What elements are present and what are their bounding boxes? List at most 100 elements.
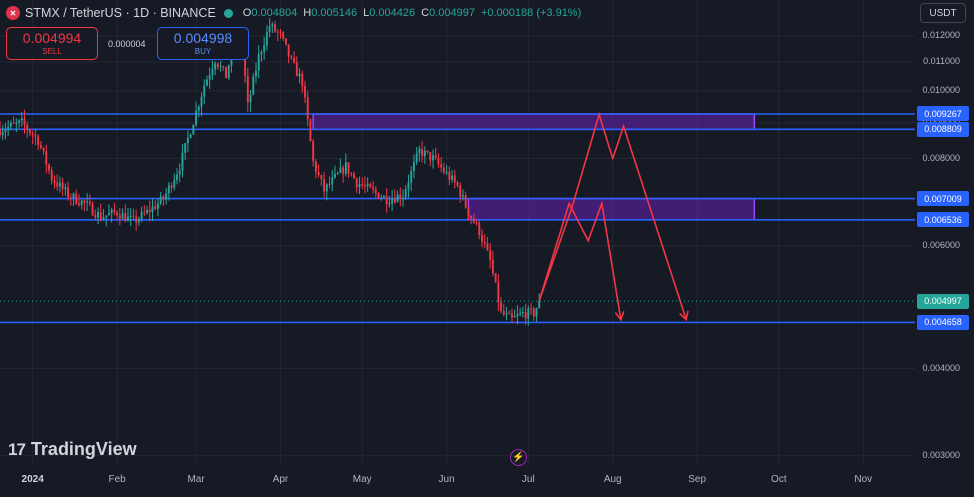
tradingview-logo[interactable]: 17 TradingView [8,439,137,460]
candle-body [143,211,146,213]
candle-body [222,66,225,68]
x-tick-label: May [352,474,372,485]
candle-body [178,170,181,175]
candle-body [407,182,410,190]
sell-button[interactable]: 0.004994 SELL [6,27,98,60]
candle-body [154,206,157,209]
candle-body [105,215,108,218]
candle-body [252,76,255,95]
candle-body [350,173,353,175]
candle-body [165,193,168,200]
candle-body [137,218,140,223]
candle-body [519,313,522,315]
candle-body [268,26,271,33]
zone-rectangle[interactable] [467,197,756,221]
candle-body [159,196,162,204]
candle-body [146,209,149,213]
candle-body [383,196,385,198]
level-price-tag: 0.009267 [917,106,969,122]
symbol-title[interactable]: STMX / TetherUS · 1D · BINANCE [25,6,216,20]
y-tick-label: 0.006000 [922,239,960,250]
candle-body [418,148,421,154]
candle-body [470,215,473,219]
candle-body [282,32,285,39]
x-tick-label: Mar [187,474,205,485]
candle-body [249,94,252,103]
candle-body [489,249,492,260]
projection-arrowhead [679,310,689,322]
candle-body [521,311,524,314]
candle-body [538,301,541,308]
candle-body [37,136,40,145]
lightning-icon[interactable]: ⚡ [510,449,527,466]
candle-body [97,212,99,218]
candle-body [48,164,50,171]
x-tick-label: 2024 [21,474,44,485]
candle-body [127,216,129,222]
candle-body [304,85,306,98]
x-tick-label: Apr [272,474,289,485]
candle-body [429,152,432,161]
y-tick-label: 0.010000 [922,84,960,95]
candle-body [502,310,505,315]
candle-body [500,302,503,311]
candle-body [410,170,413,183]
candle-body [88,201,91,204]
candle-body [26,124,29,130]
candle-body [461,195,464,197]
last-price-tag: 0.004997 [917,293,969,309]
candle-body [263,45,266,53]
candle-body [478,222,481,235]
level-price-tag: 0.007009 [917,191,969,207]
candle-body [448,171,451,180]
currency-button[interactable]: USDT [920,3,966,23]
candle-body [290,56,293,58]
candle-body [505,313,508,315]
y-tick-label: 0.011000 [923,56,960,67]
projection-arrowhead [614,310,625,322]
projection-path[interactable] [538,111,688,320]
y-tick-label: 0.003000 [922,449,960,460]
candle-body [58,182,61,187]
candle-body [203,85,206,97]
candle-body [391,198,394,204]
buy-button[interactable]: 0.004998 BUY [157,27,249,60]
projection-path[interactable] [538,200,622,320]
candle-body [208,74,211,80]
candle-body [442,167,445,173]
candle-body [181,152,184,171]
candle-body [257,54,260,71]
candle-body [284,38,287,45]
candle-body [459,185,462,197]
candle-body [211,69,214,75]
candle-body [129,215,132,217]
candle-body [527,308,530,319]
candle-body [432,155,434,161]
candle-body [511,313,513,318]
candle-body [475,222,478,224]
candle-body [334,173,336,178]
candle-body [118,215,121,219]
candle-body [494,273,497,283]
candle-body [265,32,268,46]
candle-body [102,217,105,220]
candle-body [312,141,315,162]
ohlc-open: O0.004804 [242,7,298,19]
ohlc-change: +0.000188 (+3.91%) [480,7,582,19]
candle-body [184,143,187,153]
candle-body [516,314,519,317]
candle-body [423,150,426,157]
tradingview-logo-icon: 17 [8,439,26,459]
candle-body [372,187,375,190]
level-price-tag: 0.004658 [917,314,969,330]
candle-body [7,126,10,130]
y-tick-label: 0.008000 [922,152,960,163]
candle-body [412,162,415,171]
candle-body [276,31,279,33]
chart-header: ✕ STMX / TetherUS · 1D · BINANCE O0.0048… [6,4,587,22]
candle-body [402,197,404,199]
candle-body [513,316,516,318]
zone-rectangle[interactable] [312,113,756,131]
level-price-tag: 0.008809 [917,121,969,137]
